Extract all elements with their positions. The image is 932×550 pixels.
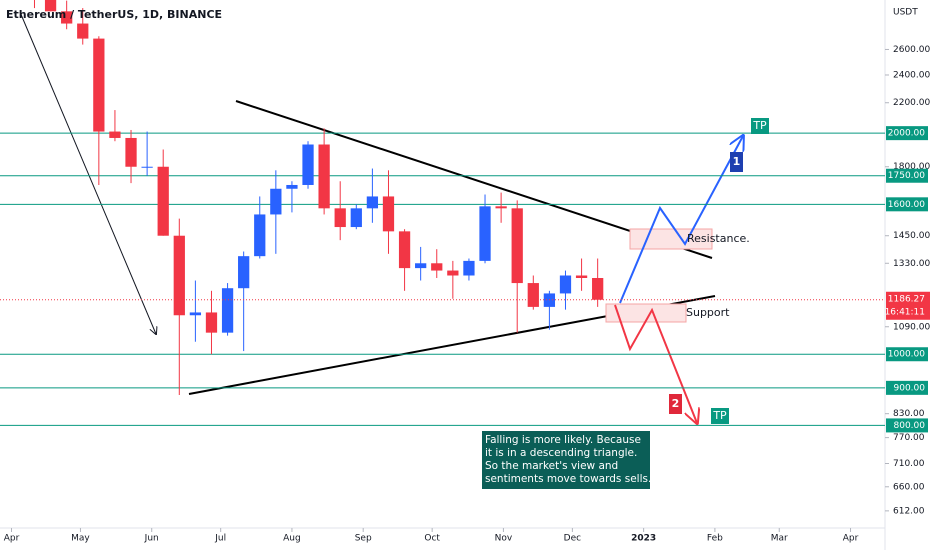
candle-body [495,206,507,209]
candle-body [61,11,73,24]
support-label: Support [686,306,730,319]
candle-body [238,256,250,289]
candle-body [463,260,475,276]
candle-body [559,275,572,294]
plot-area [0,0,885,425]
y-unit: USDT [893,8,918,18]
resistance-label: Resistance. [687,232,750,245]
level-tag [886,418,928,433]
chart-title: Ethereum / TetherUS, 1D, BINANCE [6,8,222,21]
y-tick-label: 710.00 [893,459,925,469]
x-tick-label: Jul [214,534,226,544]
level-tag [886,197,928,212]
current-price-label: 1186.27 [888,294,925,304]
candle-body [575,275,588,279]
candle-body [286,184,298,189]
x-tick-label: May [71,534,90,544]
y-tick-label: 1450.00 [893,231,930,241]
candle-body [173,235,185,316]
candle-body [334,208,346,228]
tp-box [711,408,729,424]
level-label: 1000.00 [888,350,925,360]
x-tick-label: Jun [144,534,159,544]
candle-body [382,196,395,232]
tp-label: TP [712,409,727,422]
scenario-box [730,152,743,172]
candle-body [157,166,169,236]
candle-body [44,0,57,12]
scenario-label: 1 [733,155,741,168]
candle-body [205,312,218,333]
candle-body [366,196,379,209]
y-tick-label: 660.00 [893,482,925,492]
y-tick-label: 2200.00 [893,98,930,108]
candle-body [350,208,362,228]
price-tag [886,291,930,320]
candle-body [189,312,202,316]
candle-body [302,144,314,185]
y-tick-label: 830.00 [893,409,925,419]
candle-body [527,283,539,307]
tp-label: TP [752,119,767,132]
note-box [482,431,650,489]
y-tick-label: 1090.00 [893,322,930,332]
tp-box [751,118,769,134]
candle-body [511,208,523,284]
x-tick-label: 2023 [631,534,656,544]
x-tick-label: Aug [283,534,301,544]
candle-body [77,23,89,39]
scenario-box [669,394,682,414]
level-tag [886,126,928,141]
candle-body [592,278,604,300]
bull-path [619,136,743,304]
y-tick-label: 2400.00 [893,70,930,80]
candle-body [93,38,105,132]
candle-body [270,188,282,215]
level-tag [886,380,928,395]
bear-path [614,304,697,423]
level-tag [886,347,928,362]
candle-body [479,206,491,261]
y-tick-label: 1800.00 [893,162,930,172]
y-tick-label: 612.00 [893,506,925,516]
candle-body [431,263,443,271]
x-tick-label: Dec [564,534,581,544]
x-tick-label: Feb [707,534,723,544]
level-tag [886,168,928,183]
candle-body [254,214,266,257]
level-label: 2000.00 [888,129,925,139]
candle-body [398,231,411,269]
x-tick-label: Apr [4,534,20,544]
candle-body [125,137,137,167]
level-label: 800.00 [894,421,926,431]
y-tick-label: 1330.00 [893,259,930,269]
trend-arrow [19,11,156,334]
candle-body [221,288,234,333]
candle-body [109,131,121,138]
note-line: sentiments move towards sells. [485,473,651,485]
y-tick-label: 770.00 [893,433,925,443]
candle-body [141,166,153,168]
candle-body [447,270,459,276]
note-line: it is in a descending triangle. [485,447,637,459]
x-tick-label: Oct [424,534,440,544]
note-line: So the market's view and [485,460,618,472]
candle-body [318,144,330,209]
note-line: Falling is more likely. Because [485,434,641,446]
level-label: 900.00 [894,383,926,393]
candle-body [415,263,427,269]
level-label: 1600.00 [888,200,925,210]
countdown-label: 16:41:11 [885,307,925,317]
x-tick-label: Sep [355,534,372,544]
x-tick-label: Nov [495,534,513,544]
scenario-label: 2 [672,397,680,410]
y-tick-label: 2600.00 [893,45,930,55]
x-tick-label: Mar [771,534,788,544]
x-tick-label: Apr [843,534,859,544]
level-label: 1750.00 [888,171,925,181]
